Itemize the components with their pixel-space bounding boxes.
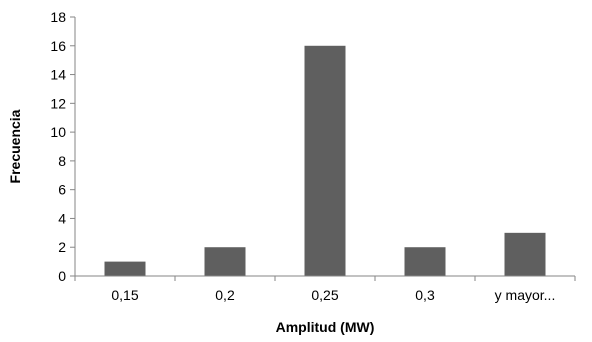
y-tick-label: 0	[58, 268, 66, 284]
bars-group	[104, 45, 546, 276]
bar-5	[504, 232, 546, 276]
x-tick-label: 0,2	[215, 287, 235, 303]
x-tick-label: y mayor...	[495, 287, 556, 303]
y-tick-label: 18	[50, 9, 66, 25]
y-tick-labels: 0 2 4 6 8 10 12 14 16 18	[50, 9, 66, 284]
x-tick-label: 0,25	[311, 287, 338, 303]
axes-group	[70, 16, 576, 281]
bar-3	[304, 45, 346, 276]
y-tick-label: 4	[58, 210, 66, 226]
x-tick-labels: 0,15 0,2 0,25 0,3 y mayor...	[111, 287, 555, 303]
x-tick-label: 0,3	[415, 287, 435, 303]
y-tick-label: 12	[50, 95, 66, 111]
y-tick-label: 14	[50, 67, 66, 83]
y-tick-label: 10	[50, 124, 66, 140]
bar-2	[204, 247, 246, 276]
y-tick-label: 2	[58, 239, 66, 255]
y-tick-label: 8	[58, 153, 66, 169]
y-tick-label: 16	[50, 38, 66, 54]
bar-4	[404, 247, 446, 276]
y-axis-title: Frecuencia	[7, 109, 23, 183]
x-tick-label: 0,15	[111, 287, 138, 303]
bar-1	[104, 261, 146, 276]
x-axis-title: Amplitud (MW)	[276, 319, 375, 335]
y-tick-label: 6	[58, 182, 66, 198]
